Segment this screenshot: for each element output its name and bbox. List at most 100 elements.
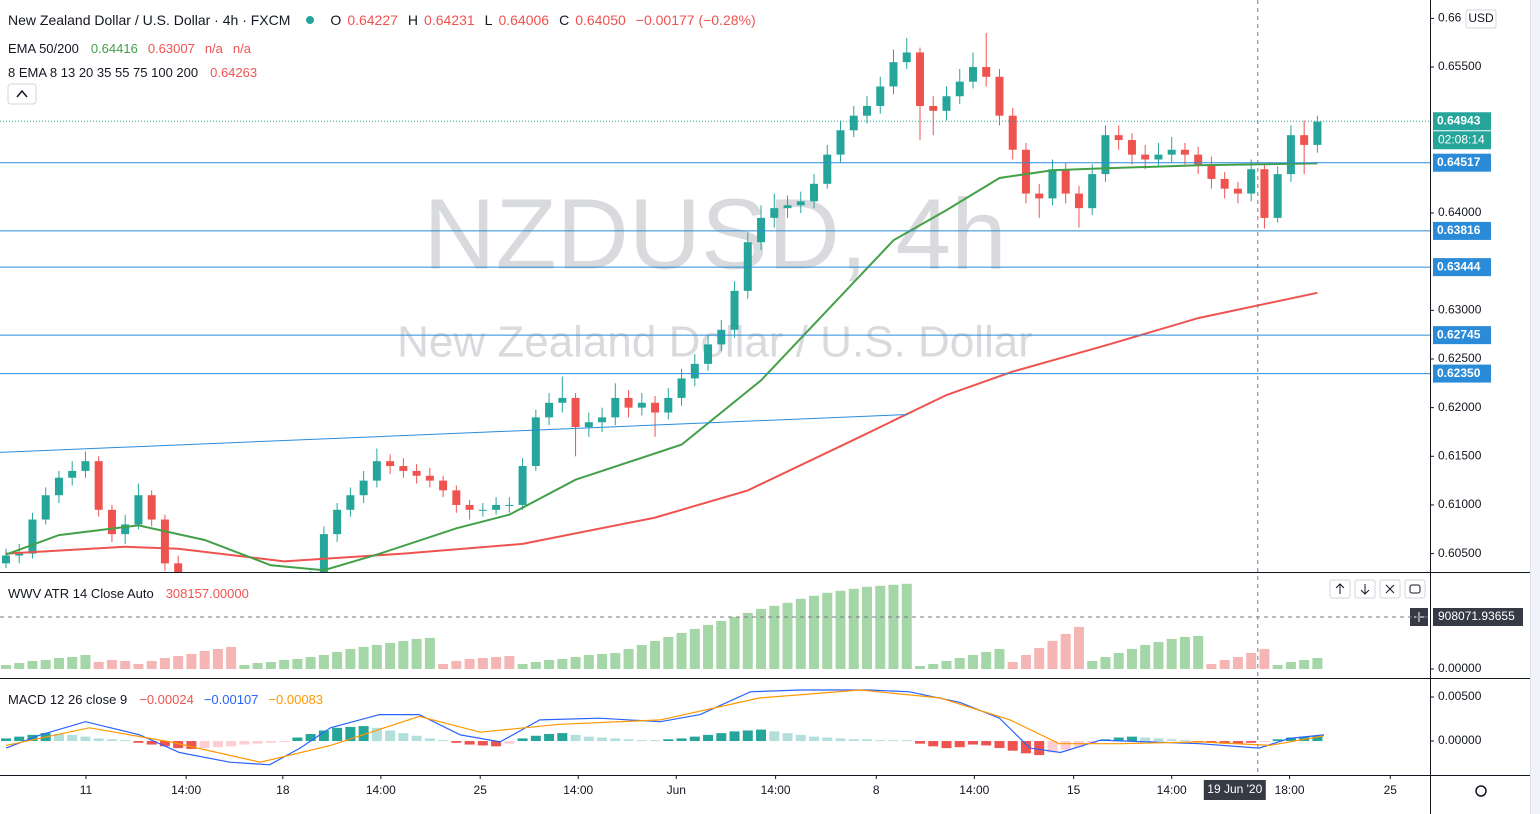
ohlc-value: 0.64231 — [424, 12, 475, 28]
histogram-bar — [1020, 741, 1031, 754]
histogram-bar — [888, 740, 899, 742]
histogram-bar — [53, 733, 64, 742]
histogram-bar — [597, 737, 608, 742]
y-tick-label: 0.61000 — [1438, 497, 1482, 511]
histogram-bar — [716, 620, 727, 670]
currency-label: USD — [1468, 11, 1494, 25]
histogram-bar — [809, 736, 820, 742]
candle-body — [174, 563, 183, 572]
histogram-bar — [1246, 652, 1257, 670]
histogram-bar — [1007, 741, 1018, 751]
histogram-bar — [676, 632, 687, 670]
histogram-bar — [782, 733, 793, 742]
histogram-bar — [358, 726, 369, 742]
symbol-name: New Zealand Dollar / U.S. Dollar · 4h · … — [8, 12, 291, 28]
histogram-bar — [279, 659, 290, 670]
candle-body — [121, 524, 130, 535]
histogram-bar — [1246, 741, 1257, 743]
histogram-bar — [146, 660, 157, 670]
candle-body — [1194, 154, 1203, 165]
candle-body — [598, 417, 607, 423]
level-label: 0.63816 — [1437, 223, 1481, 237]
histogram-bar — [239, 741, 250, 745]
crosshair-time: 19 Jun '20 — [1207, 782, 1262, 796]
histogram-bar — [623, 739, 634, 742]
candle-body — [15, 553, 24, 556]
x-tick-label: 25 — [1384, 783, 1398, 797]
candle-body — [452, 490, 461, 505]
candle-body — [280, 602, 288, 607]
legend-macd: MACD 12 26 close 9 −0.00024 −0.00107 −0.000… — [0, 687, 323, 711]
ohlc-value: 0.64227 — [347, 12, 398, 28]
histogram-bar — [1034, 741, 1045, 756]
histogram-bar — [570, 656, 581, 670]
legend-label: EMA 50/200 — [8, 40, 79, 56]
histogram-bar — [941, 660, 952, 670]
histogram-bar — [371, 727, 382, 742]
histogram-bar — [663, 636, 674, 670]
histogram-bar — [398, 733, 409, 742]
histogram-bar — [1219, 741, 1230, 744]
x-tick-label: 14:00 — [1157, 783, 1187, 797]
histogram-bar — [1007, 661, 1018, 670]
histogram-bar — [80, 736, 91, 742]
histogram-bar — [769, 605, 780, 670]
candle-body — [637, 402, 646, 408]
candle-body — [94, 461, 103, 510]
histogram-bar — [464, 658, 475, 670]
histogram-bar — [530, 735, 541, 742]
candle-body — [783, 205, 792, 209]
histogram-bar — [292, 658, 303, 670]
histogram-bar — [1272, 739, 1283, 742]
histogram-bar — [1126, 736, 1137, 742]
histogram-bar — [332, 651, 343, 670]
candle-body — [359, 480, 368, 496]
candle-body — [611, 397, 620, 418]
crosshair-value: 908071.93655 — [1438, 609, 1515, 623]
histogram-bar — [901, 740, 912, 742]
x-tick-label: 14:00 — [959, 783, 989, 797]
candle-body — [333, 509, 342, 535]
histogram-bar — [265, 661, 276, 670]
candle-body — [1061, 169, 1070, 194]
histogram-bar — [756, 608, 767, 670]
candle-body — [372, 461, 381, 481]
histogram-bar — [67, 734, 78, 742]
candle-body — [730, 290, 739, 330]
collapse-button[interactable] — [7, 83, 37, 105]
ema-line — [5, 162, 1318, 572]
histogram-bar — [650, 640, 661, 670]
candle-body — [518, 466, 527, 505]
candle-body — [1220, 178, 1229, 189]
settings-icon[interactable] — [1475, 785, 1487, 797]
candle-body — [41, 495, 50, 520]
histogram-bar — [676, 738, 687, 742]
candle-body — [1167, 149, 1176, 155]
candle-body — [412, 470, 421, 476]
histogram-bar — [862, 739, 873, 742]
histogram-bar — [1100, 656, 1111, 670]
collapse-icon — [16, 89, 28, 98]
histogram-bar — [438, 740, 449, 742]
maximize-button[interactable] — [1404, 579, 1426, 599]
candle-body — [1074, 193, 1083, 209]
histogram-bar — [226, 646, 237, 670]
histogram-bar — [914, 741, 925, 744]
histogram-bar — [318, 730, 329, 742]
histogram-bar — [703, 624, 714, 670]
histogram-bar — [1047, 741, 1058, 753]
histogram-bar — [477, 657, 488, 670]
legend-value: 0.64416 — [90, 40, 138, 56]
histogram-bar — [795, 598, 806, 670]
candle-body — [1, 555, 10, 564]
histogram-bar — [663, 739, 674, 742]
histogram-bar — [517, 738, 528, 742]
histogram-bar — [650, 740, 661, 742]
candle-body — [796, 201, 805, 206]
ema-line — [5, 291, 1318, 563]
candle-body — [1021, 149, 1030, 194]
histogram-bar — [875, 585, 886, 670]
histogram-bar — [557, 658, 568, 670]
histogram-bar — [1193, 635, 1204, 670]
histogram-bar — [451, 741, 462, 743]
